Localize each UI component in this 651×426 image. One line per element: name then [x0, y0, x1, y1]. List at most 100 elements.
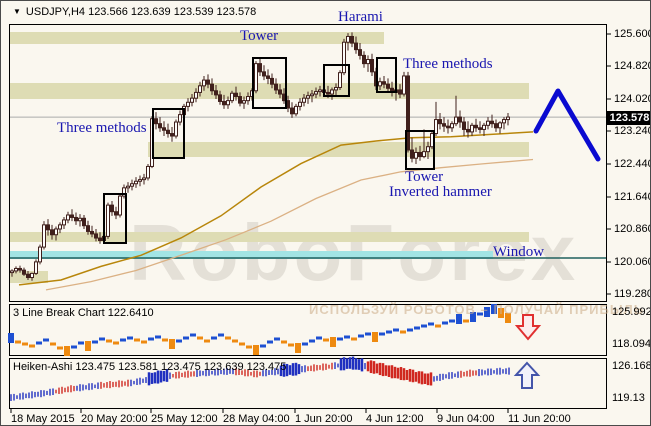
line-break-up-bar	[428, 322, 434, 326]
candle-bullish	[310, 93, 314, 97]
candle-bullish	[62, 219, 66, 226]
candle-bearish	[494, 123, 498, 129]
candle-bearish	[86, 225, 90, 232]
line-break-up-bar	[456, 314, 462, 324]
line-break-up-bar	[386, 330, 392, 334]
candle-bullish	[202, 79, 206, 87]
pattern-highlight-box	[152, 108, 185, 159]
line-break-down-bar	[197, 336, 203, 340]
candle-bullish	[146, 165, 150, 179]
line-break-down-bar	[85, 341, 91, 351]
line-break-up-bar	[120, 338, 126, 342]
line-break-down-bar	[225, 336, 231, 340]
line-break-up-bar	[127, 336, 133, 340]
line-break-down-bar	[134, 338, 140, 342]
price-tick-label: 124.020	[614, 93, 651, 105]
candle-bullish	[194, 91, 198, 99]
candle-bearish	[234, 92, 238, 98]
candle-bullish	[506, 116, 510, 121]
line-break-down-bar	[239, 342, 245, 346]
line-break-up-bar	[155, 335, 161, 339]
line-break-down-bar	[29, 344, 35, 348]
candle-bearish	[114, 211, 118, 216]
candle-bearish	[462, 121, 466, 130]
line-break-up-bar	[260, 344, 266, 348]
candle-bearish	[350, 35, 354, 44]
line-break-down-bar	[22, 342, 28, 346]
support-resistance-zone	[148, 142, 529, 157]
candle-bearish	[98, 237, 102, 241]
line-break-up-bar	[211, 336, 217, 340]
candle-bearish	[274, 83, 278, 91]
price-tick-label: 121.640	[614, 191, 651, 203]
symbol-ohlc-text: USDJPY,H4 123.566 123.639 123.539 123.57…	[25, 6, 257, 18]
candle-bullish	[486, 120, 490, 126]
heiken-ashi-panel-frame	[9, 358, 607, 409]
candle-bearish	[358, 49, 362, 56]
candle-bullish	[54, 228, 58, 236]
support-resistance-zone	[9, 32, 384, 44]
candle-bearish	[46, 224, 50, 231]
line-break-down-bar	[330, 337, 336, 347]
candle-bearish	[410, 149, 414, 159]
candle-bearish	[386, 83, 390, 89]
candle-bullish	[454, 116, 458, 125]
line-break-up-bar	[190, 333, 196, 337]
candle-bullish	[254, 63, 258, 92]
price-tick-label: 122.440	[614, 158, 651, 170]
candle-bearish	[238, 96, 242, 104]
candle-bearish	[74, 216, 78, 222]
window-gap-zone	[9, 251, 493, 259]
line-break-panel-label: 3 Line Break Chart 122.6410	[13, 307, 154, 319]
candle-bullish	[134, 180, 138, 185]
candle-bullish	[38, 246, 42, 263]
line-break-up-bar	[274, 337, 280, 341]
line-break-down-bar	[253, 345, 259, 355]
candle-bullish	[330, 89, 334, 95]
line-break-up-bar	[491, 304, 497, 314]
line-break-up-bar	[176, 339, 182, 343]
support-resistance-zone	[9, 232, 529, 242]
line-break-down-bar	[288, 343, 294, 347]
candle-bullish	[178, 114, 182, 123]
time-label: 20 May 20:00	[81, 413, 148, 425]
candle-bullish	[302, 97, 306, 103]
line-break-down-bar	[372, 332, 378, 342]
time-label: 18 May 2015	[11, 413, 75, 425]
line-break-down-bar	[232, 339, 238, 343]
pattern-highlight-box	[252, 57, 287, 109]
main-chart-frame	[9, 24, 607, 302]
heiken-ashi-panel-label: Heiken-Ashi 123.475 123.581 123.475 123.…	[13, 361, 287, 373]
candle-bullish	[342, 41, 346, 74]
candle-bullish	[66, 214, 70, 221]
candle-bullish	[498, 122, 502, 129]
candle-bullish	[30, 272, 34, 279]
candle-bullish	[426, 146, 430, 153]
candle-bullish	[106, 204, 110, 237]
candle-bearish	[354, 42, 358, 51]
line-break-up-bar	[43, 338, 49, 342]
candle-bullish	[298, 101, 302, 107]
candle-bullish	[142, 177, 146, 181]
candle-bearish	[218, 94, 222, 102]
line-break-up-bar	[414, 326, 420, 330]
candle-bearish	[442, 123, 446, 127]
candle-bullish	[198, 85, 202, 93]
chevron-down-icon[interactable]: ▼	[13, 7, 21, 16]
candle-bearish	[70, 214, 74, 218]
candle-bullish	[422, 151, 426, 158]
line-break-axis-bottom: 118.094	[612, 338, 651, 350]
candle-bullish	[450, 123, 454, 129]
price-tick-label: 119.280	[614, 288, 651, 300]
annotation-tower-bottom: Tower	[405, 169, 444, 185]
line-break-up-bar	[477, 312, 483, 316]
candle-bearish	[326, 91, 330, 95]
price-tick-label: 124.820	[614, 60, 651, 72]
line-break-up-bar	[337, 337, 343, 341]
candle-bullish	[118, 195, 122, 216]
forecast-zigzag-arrow	[533, 88, 601, 162]
line-break-up-bar	[218, 333, 224, 337]
candle-bearish	[154, 118, 158, 125]
candle-bearish	[222, 100, 226, 106]
